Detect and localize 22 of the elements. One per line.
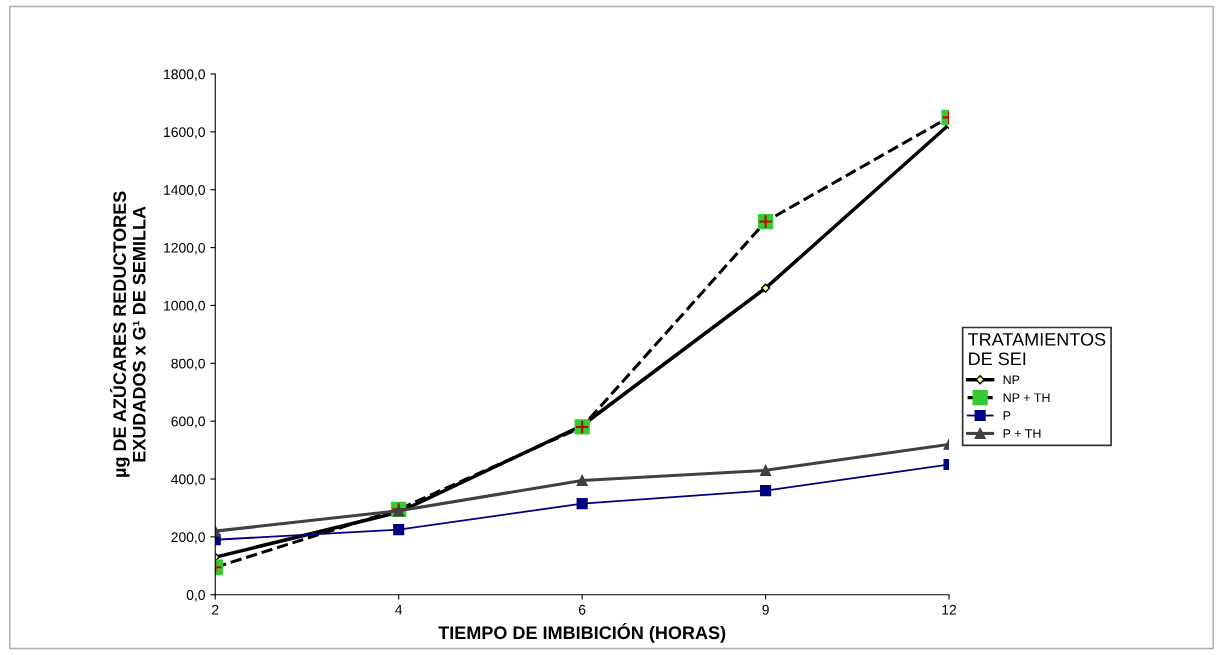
- x-tick-label: 2: [212, 604, 219, 615]
- legend-label: NP: [1003, 375, 1020, 385]
- x-tick-label: 6: [578, 604, 586, 615]
- y-tick-label: 1800,0: [164, 69, 205, 81]
- x-axis-title: TIEMPO DE IMBIBICIÓN (HORAS): [438, 622, 726, 643]
- y-tick-label: 600,0: [171, 416, 205, 428]
- y-tick-label: 1000,0: [164, 300, 205, 313]
- legend-title: TRATAMIENTOS DE SEI: [968, 332, 1106, 366]
- y-tick-label: 800,0: [171, 358, 205, 371]
- x-tick-label: 9: [762, 604, 769, 615]
- legend-label: P + TH: [1003, 429, 1041, 438]
- legend-label: P: [1003, 411, 1011, 420]
- x-tick-label: 12: [942, 604, 957, 615]
- y-tick-label: 400,0: [171, 474, 205, 486]
- y-tick-label: 0,0: [186, 590, 205, 602]
- x-tick-label: 4: [395, 604, 403, 615]
- y-tick-label: 1400,0: [164, 185, 205, 197]
- y-tick-label: 1200,0: [164, 242, 205, 255]
- y-tick-label: 200,0: [171, 532, 205, 544]
- legend-label: NP + TH: [1003, 393, 1050, 402]
- y-tick-label: 1600,0: [164, 127, 205, 139]
- y-axis-title: µg DE AZÚCARES REDUCTORES EXUDADOS x G¹ DE SEMILLA: [109, 191, 146, 477]
